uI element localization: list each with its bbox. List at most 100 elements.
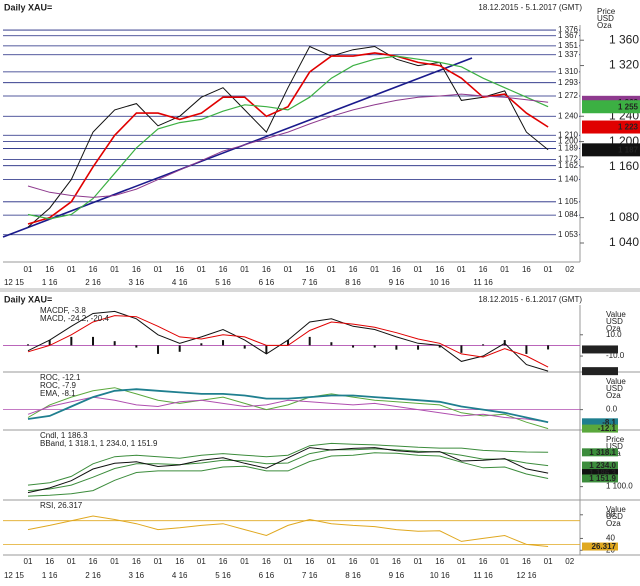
unit-label: Value [606, 505, 626, 514]
chart-subtitle: 18.12.2015 - 6.1.2017 (GMT) [478, 295, 582, 304]
level-label: 1 140 [558, 175, 579, 184]
last-value-box [582, 424, 618, 433]
x-tick-label: 16 [522, 265, 531, 274]
level-label-bg [556, 155, 579, 164]
level-label-bg [556, 161, 579, 170]
x-tick-label: 16 [132, 265, 141, 274]
unit-label: Oza [606, 324, 621, 333]
x-tick-label: 01 [24, 557, 33, 566]
x-tick-label: 01 [197, 557, 206, 566]
series-line [27, 52, 549, 225]
x-tick-label: 01 [327, 265, 336, 274]
level-label: 1 210 [558, 130, 579, 139]
unit-label: USD [606, 442, 623, 451]
x-tick-label: 01 [284, 557, 293, 566]
y-tick-label: 80 [606, 510, 615, 519]
level-label: 1 084 [558, 210, 579, 219]
unit-label: USD [597, 14, 614, 23]
last-value-label: 1 318.1 [589, 448, 616, 457]
panel-separator [0, 288, 640, 292]
x-month-label: 11 16 [473, 571, 493, 580]
legend-entry: ROC, -12.1 [40, 373, 81, 382]
histogram-bar [178, 345, 181, 352]
x-tick-label: 01 [500, 557, 509, 566]
last-value-box [582, 474, 618, 483]
legend-entry: ROC, -7.9 [40, 381, 77, 390]
level-label-bg [556, 175, 579, 184]
level-label: 1 105 [558, 197, 579, 206]
histogram-bar [113, 341, 116, 346]
x-month-label: 10 16 [430, 278, 451, 287]
x-tick-label: 16 [45, 557, 54, 566]
x-month-label: 7 16 [302, 571, 318, 580]
x-tick-label: 01 [544, 557, 553, 566]
unit-label: Oza [597, 21, 612, 30]
last-value-box [582, 448, 618, 457]
legend-entry: MACDF, -3.8 [40, 306, 86, 315]
histogram-bar [395, 345, 398, 350]
x-tick-label: 16 [89, 557, 98, 566]
x-tick-label: 01 [414, 557, 423, 566]
level-label-bg [556, 230, 579, 239]
series-line [27, 55, 549, 220]
level-label: 1 189 [558, 144, 579, 153]
last-value-box [582, 367, 618, 376]
last-value-label: -12.1 [598, 424, 617, 433]
level-label-bg [556, 91, 579, 100]
x-tick-label: 16 [132, 557, 141, 566]
x-tick-label: 01 [457, 557, 466, 566]
histogram-bar [27, 344, 29, 346]
histogram-bar [92, 336, 95, 346]
histogram-bar [200, 343, 203, 346]
histogram-bar [352, 345, 355, 348]
x-month-label: 9 16 [389, 278, 405, 287]
x-tick-label: 16 [479, 265, 488, 274]
last-value-label: 26.317 [592, 542, 617, 551]
x-month-label: 5 16 [215, 571, 231, 580]
level-label: 1 162 [558, 161, 579, 170]
legend-entry: RSI, 26.317 [40, 501, 83, 510]
x-tick-label: 16 [349, 557, 358, 566]
series-line [27, 447, 549, 494]
last-value-label: -24.2 [598, 367, 617, 376]
series-line [27, 387, 549, 430]
series-line [27, 452, 549, 497]
level-label-bg [556, 41, 579, 50]
series-line [27, 388, 549, 424]
level-label-bg [556, 211, 579, 220]
x-month-label: 4 16 [172, 278, 188, 287]
last-value-box [582, 418, 618, 427]
y-tick-label: 1 360 [609, 32, 639, 46]
histogram-bar [373, 345, 376, 348]
x-tick-label: 01 [544, 265, 553, 274]
x-month-label: 4 16 [172, 571, 188, 580]
last-value-label: -3.8 [602, 345, 616, 354]
level-label: 1 200 [558, 137, 579, 146]
histogram-bar [157, 345, 160, 354]
last-value-box [582, 542, 618, 551]
last-value-box [582, 345, 618, 354]
x-tick-label: 16 [175, 265, 184, 274]
histogram-bar [243, 345, 246, 349]
y-tick-label: 40 [606, 534, 615, 543]
x-month-label: 9 16 [389, 571, 405, 580]
x-tick-label: 01 [24, 265, 33, 274]
histogram-bar [70, 336, 73, 346]
legend-entry: BBand, 1 318.1, 1 234.0, 1 151.9 [40, 439, 158, 448]
x-month-label: 12 15 [4, 571, 25, 580]
last-value-box [582, 143, 640, 157]
x-tick-label: 16 [435, 557, 444, 566]
last-value-label: -8.1 [602, 418, 616, 427]
x-month-label: 3 16 [129, 278, 145, 287]
x-tick-label: 01 [240, 557, 249, 566]
series-line [27, 315, 549, 368]
x-tick-label: 16 [392, 557, 401, 566]
unit-label: USD [606, 384, 623, 393]
histogram-bar [482, 344, 485, 346]
histogram-bar [48, 340, 51, 346]
histogram-bar [330, 342, 333, 346]
x-month-label: 12 15 [4, 278, 25, 287]
x-tick-label: 01 [327, 557, 336, 566]
level-label-bg [556, 31, 579, 40]
